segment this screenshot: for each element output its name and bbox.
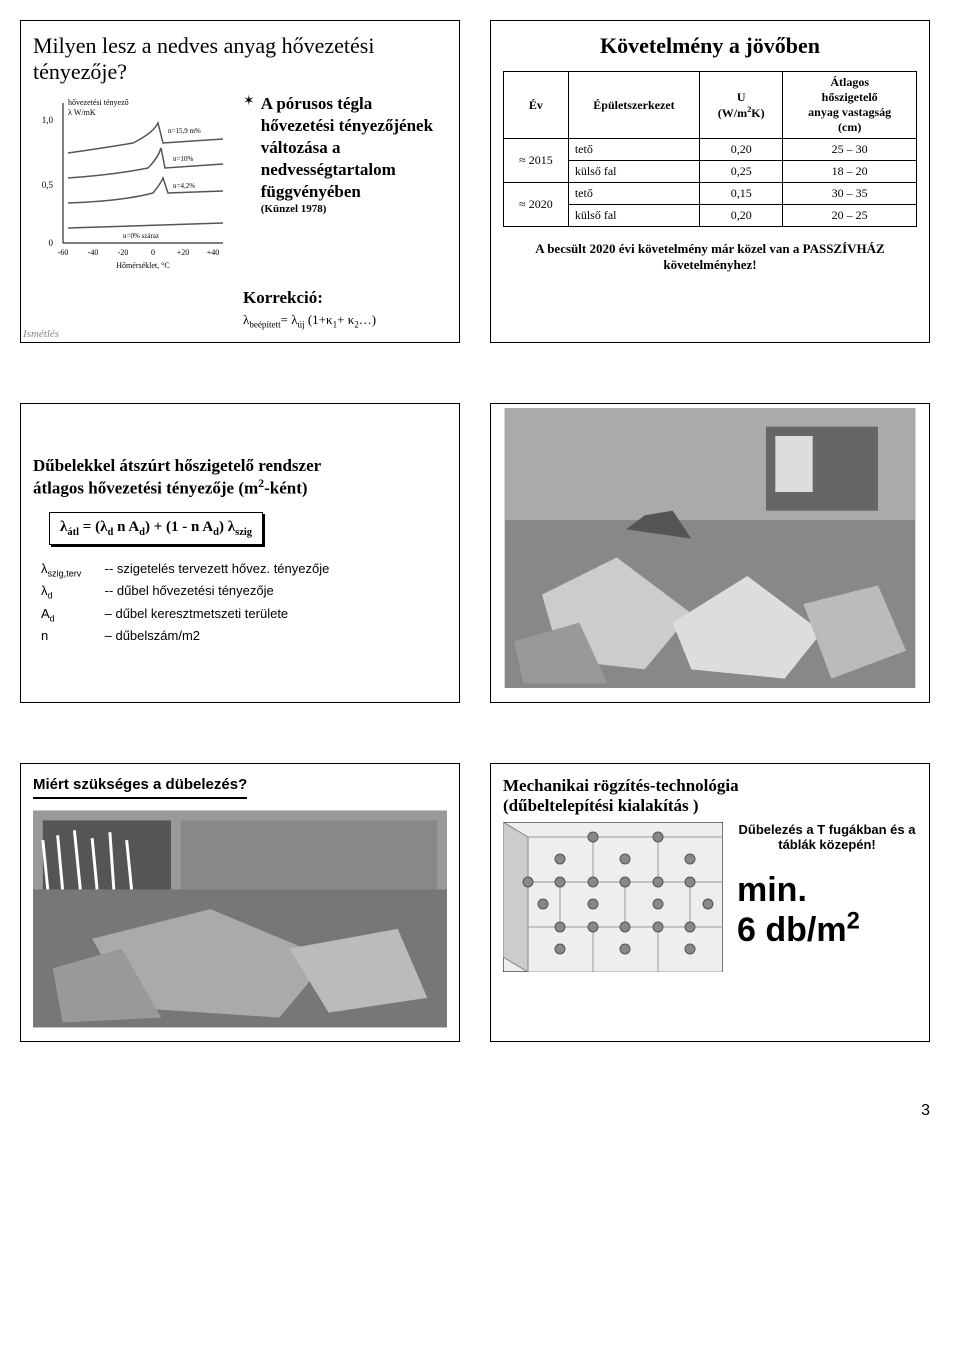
svg-text:Hőmérséklet, °C: Hőmérséklet, °C xyxy=(116,261,169,270)
panel1-bullet: A pórusos tégla hővezetési tényezőjének … xyxy=(261,93,447,203)
panel5-question: Miért szükséges a dübelezés? xyxy=(33,776,247,799)
panel6-title: Mechanikai rögzítés-technológia(dűbeltel… xyxy=(503,776,917,816)
panel3-defs: λszig,terv -- szigetelés tervezett hővez… xyxy=(41,559,447,645)
bullet-icon: ✶ xyxy=(243,93,255,215)
svg-text:+20: +20 xyxy=(177,248,190,257)
panel3-formula: λátl = (λd n Ad) + (1 - n Ad) λszig xyxy=(49,512,263,545)
photo-failure xyxy=(33,809,447,1029)
panel-wet-material: Milyen lesz a nedves anyag hővezetési té… xyxy=(20,20,460,343)
svg-text:n=4,2%: n=4,2% xyxy=(173,182,195,190)
svg-text:hővezetési tényező: hővezetési tényező xyxy=(68,98,129,107)
panel2-title: Követelmény a jövőben xyxy=(503,33,917,59)
correction-label: Korrekció: xyxy=(243,288,447,308)
panel6-big: min. 6 db/m2 xyxy=(737,872,917,950)
page-number: 3 xyxy=(20,1102,940,1120)
panel-mechanical-fixing: Mechanikai rögzítés-technológia(dűbeltel… xyxy=(490,763,930,1042)
th-u: U(W/m2K) xyxy=(700,72,783,139)
panel1-title: Milyen lesz a nedves anyag hővezetési té… xyxy=(33,33,447,85)
svg-text:n=0% száraz: n=0% száraz xyxy=(123,232,159,240)
dowel-pattern-diagram xyxy=(503,822,723,977)
svg-text:0: 0 xyxy=(49,238,54,248)
table-row: ≈ 2020 tető 0,15 30 – 35 xyxy=(504,183,917,205)
th-year: Év xyxy=(504,72,569,139)
panel3-title: Dűbelekkel átszúrt hőszigetelő rendszerá… xyxy=(33,456,447,499)
panel-future-requirement: Követelmény a jövőben Év Épületszerkezet… xyxy=(490,20,930,343)
th-struct: Épületszerkezet xyxy=(568,72,699,139)
svg-text:n=15,9 m%: n=15,9 m% xyxy=(168,127,201,135)
svg-text:-40: -40 xyxy=(88,248,99,257)
svg-text:+40: +40 xyxy=(207,248,220,257)
svg-text:-60: -60 xyxy=(58,248,69,257)
table-row: ≈ 2015 tető 0,20 25 – 30 xyxy=(504,139,917,161)
svg-text:0: 0 xyxy=(151,248,155,257)
panel-why-dowel: Miért szükséges a dübelezés? xyxy=(20,763,460,1042)
photo-debris xyxy=(495,408,925,688)
svg-text:-20: -20 xyxy=(118,248,129,257)
correction-formula: λbeépített= λúj (1+κ1+ κ2…) xyxy=(243,312,447,330)
panel-dowel-formula: Dűbelekkel átszúrt hőszigetelő rendszerá… xyxy=(20,403,460,703)
panel2-note: A becsült 2020 évi követelmény már közel… xyxy=(503,241,917,273)
thermal-graph: 1,0 0,5 0 -60 -40 -20 0 +20 +40 Hőmérsék… xyxy=(33,93,233,278)
requirement-table: Év Épületszerkezet U(W/m2K) Átlagoshőszi… xyxy=(503,71,917,227)
panel-photo-debris xyxy=(490,403,930,703)
panel6-caption: Dűbelezés a T fugákban és a táblák közep… xyxy=(737,822,917,852)
panel1-ref: (Künzel 1978) xyxy=(261,203,447,215)
svg-text:n=10%: n=10% xyxy=(173,155,193,163)
watermark-ismetles: Ismétlés xyxy=(23,328,59,340)
panel1-body: 1,0 0,5 0 -60 -40 -20 0 +20 +40 Hőmérsék… xyxy=(33,93,447,278)
svg-text:λ W/mK: λ W/mK xyxy=(68,108,96,117)
svg-text:0,5: 0,5 xyxy=(42,180,54,190)
panel1-bullet-block: ✶ A pórusos tégla hővezetési tényezőjéne… xyxy=(243,93,447,278)
th-thick: Átlagoshőszigetelőanyag vastagság(cm) xyxy=(783,72,917,139)
svg-text:1,0: 1,0 xyxy=(42,115,54,125)
